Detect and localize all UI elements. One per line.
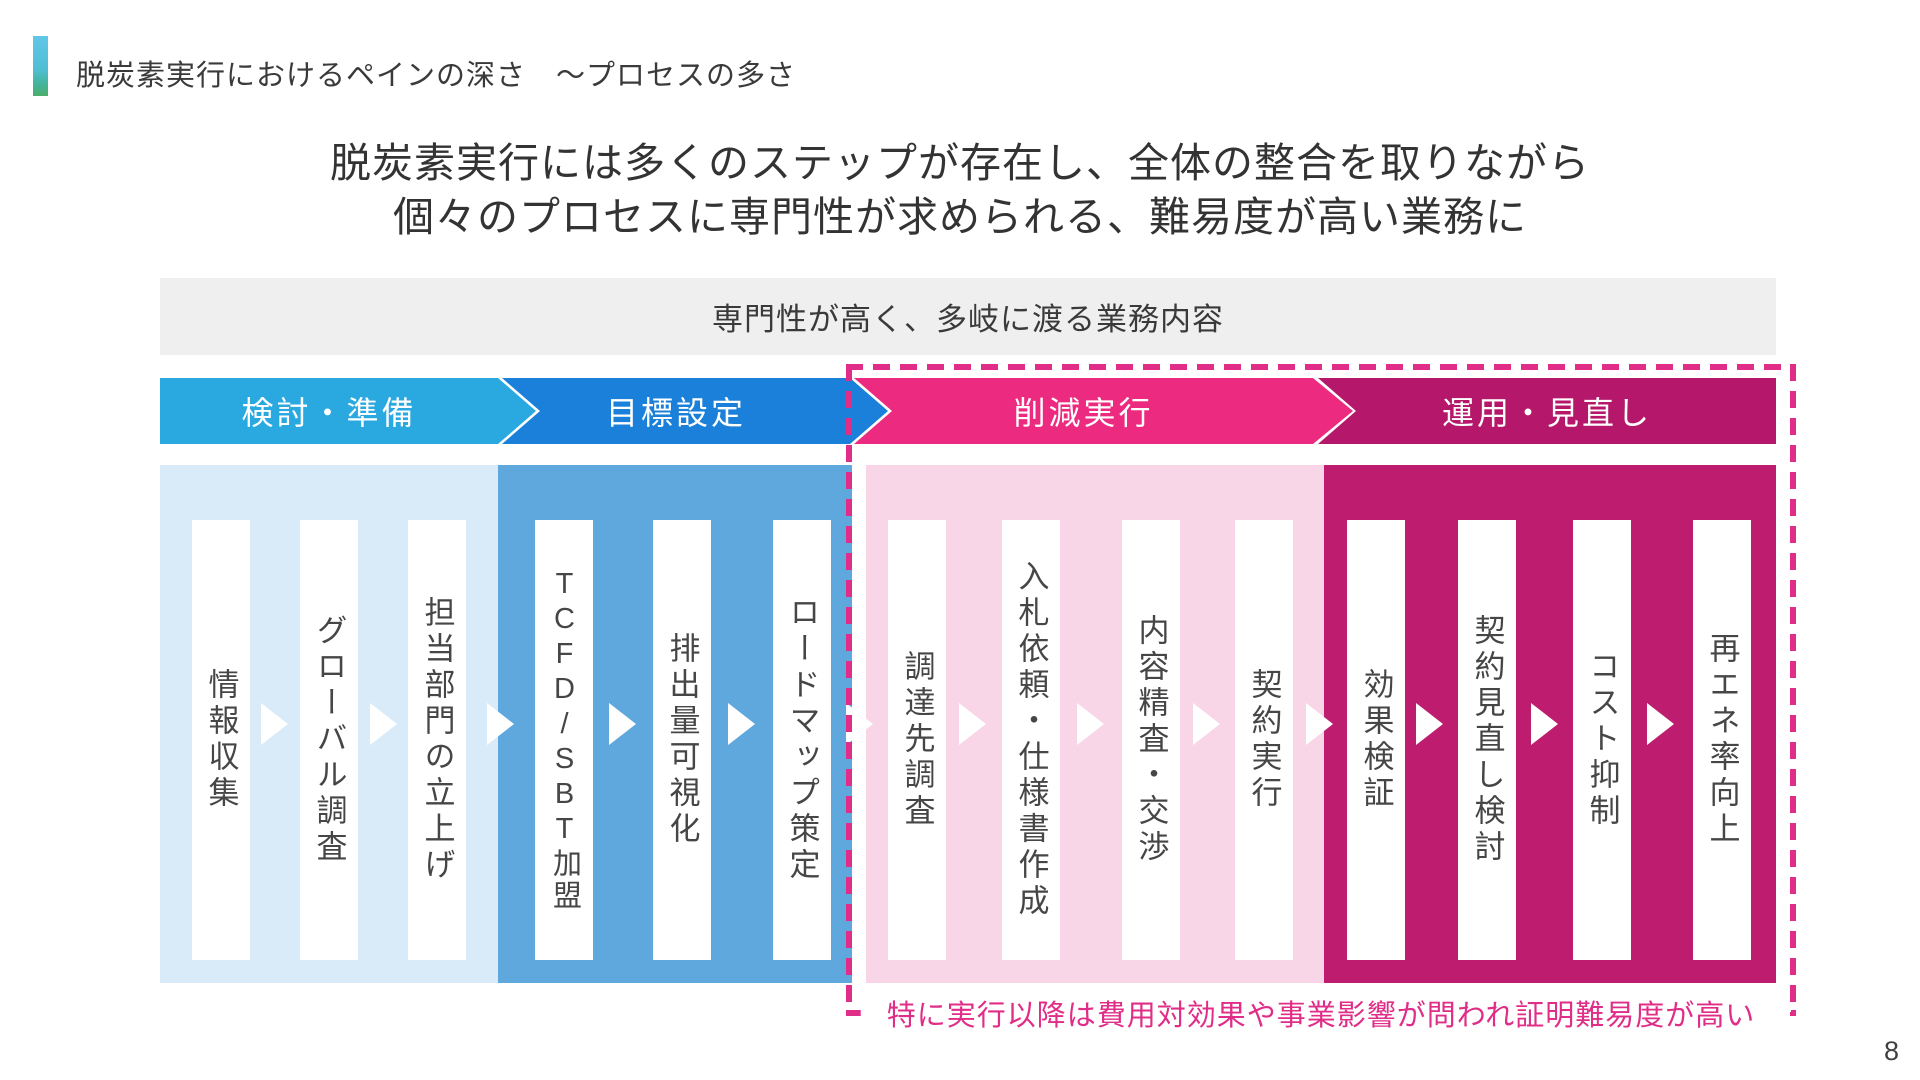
step-column-3-2: 入札依頼・仕様書作成: [1002, 520, 1060, 960]
phase-arrow-4-label: 運用・見直し: [1441, 395, 1652, 431]
main-title: 脱炭素実行には多くのステップが存在し、全体の整合を取りながら 個々のプロセスに専…: [0, 136, 1920, 244]
step-column-4-4: 再エネ率向上: [1693, 520, 1751, 960]
step-label: 再エネ率向上: [1704, 632, 1740, 848]
step-column-3-1: 調達先調査: [888, 520, 946, 960]
main-title-line1: 脱炭素実行には多くのステップが存在し、全体の整合を取りながら: [330, 140, 1590, 186]
step-label: 担当部門の立上げ: [419, 596, 455, 884]
step-column-4-1: 効果検証: [1347, 520, 1405, 960]
step-column-2-1: TCFD/SBT加盟: [535, 520, 593, 960]
step-label: ロードマップ策定: [784, 596, 820, 884]
step-column-3-3: 内容精査・交渉: [1122, 520, 1180, 960]
step-arrow-icon: [1416, 703, 1443, 745]
slide-header-title: 脱炭素実行におけるペインの深さ ～プロセスの多さ: [76, 60, 797, 92]
phase-arrow-1-label: 検討・準備: [241, 395, 417, 431]
phase-arrow-4: 運用・見直し: [1318, 378, 1776, 444]
specialty-banner-label: 専門性が高く、多岐に渡る業務内容: [712, 302, 1224, 337]
step-arrow-icon: [1647, 703, 1674, 745]
phase-arrow-2-label: 目標設定: [605, 395, 746, 431]
step-column-1-3: 担当部門の立上げ: [408, 520, 466, 960]
step-label: 排出量可視化: [664, 632, 700, 848]
step-arrow-icon: [370, 703, 397, 745]
highlight-note: 特に実行以降は費用対効果や事業影響が問われ証明難易度が高い: [860, 990, 1782, 1036]
page-number: 8: [1884, 1036, 1900, 1066]
step-label: 効果検証: [1358, 668, 1394, 812]
specialty-banner: 専門性が高く、多岐に渡る業務内容: [160, 278, 1776, 355]
step-column-2-3: ロードマップ策定: [773, 520, 831, 960]
step-arrow-icon: [1531, 703, 1558, 745]
step-label: 契約見直し検討: [1469, 614, 1505, 866]
phase-arrow-3-label: 削減実行: [1013, 395, 1154, 431]
step-label: TCFD/SBT加盟: [548, 568, 581, 912]
step-column-4-2: 契約見直し検討: [1458, 520, 1516, 960]
step-label: グローバル調査: [311, 614, 347, 866]
phase-arrow-3: 削減実行: [854, 378, 1353, 444]
step-label: 内容精査・交渉: [1133, 614, 1169, 866]
highlight-box-right-border: [1790, 364, 1796, 1016]
step-label: 調達先調査: [899, 650, 935, 830]
step-column-3-4: 契約実行: [1235, 520, 1293, 960]
step-column-1-1: 情報収集: [192, 520, 250, 960]
step-column-2-2: 排出量可視化: [653, 520, 711, 960]
step-column-1-2: グローバル調査: [300, 520, 358, 960]
highlight-box-left-border: [846, 364, 852, 1016]
step-arrow-icon: [1077, 703, 1104, 745]
step-label: 入札依頼・仕様書作成: [1013, 560, 1049, 920]
step-label: 契約実行: [1246, 668, 1282, 812]
slide-accent-bar: [33, 36, 48, 96]
step-arrow-icon: [609, 703, 636, 745]
step-arrow-icon: [261, 703, 288, 745]
step-arrow-icon: [1306, 703, 1333, 745]
phase-arrow-2: 目標設定: [502, 378, 888, 444]
step-column-4-3: コスト抑制: [1573, 520, 1631, 960]
step-arrow-icon: [487, 703, 514, 745]
main-title-line2: 個々のプロセスに専門性が求められる、難易度が高い業務に: [393, 194, 1527, 240]
step-arrow-icon: [1193, 703, 1220, 745]
phase-arrow-1: 検討・準備: [160, 378, 536, 444]
step-label: コスト抑制: [1584, 650, 1620, 830]
highlight-box-top-border: [846, 364, 1796, 370]
step-arrow-icon: [728, 703, 755, 745]
step-arrow-icon: [959, 703, 986, 745]
step-label: 情報収集: [203, 668, 239, 812]
